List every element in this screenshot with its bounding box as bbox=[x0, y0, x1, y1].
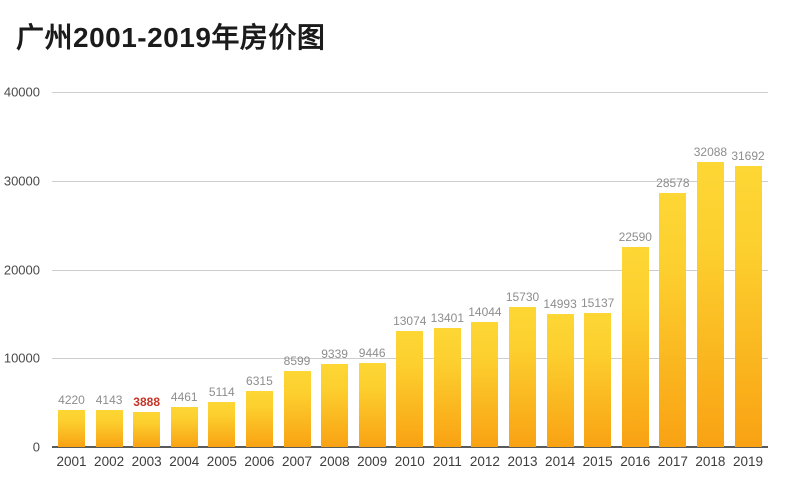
bar-2007 bbox=[283, 370, 311, 447]
x-axis-tick-label: 2008 bbox=[319, 454, 350, 469]
x-axis-tick-label: 2019 bbox=[732, 454, 764, 469]
y-axis-tick-label: 20000 bbox=[3, 262, 40, 277]
bar-2004 bbox=[170, 407, 198, 447]
bar-2003 bbox=[133, 412, 161, 447]
value-label: 13401 bbox=[430, 311, 465, 326]
bar-2013 bbox=[509, 307, 536, 447]
y-axis-tick-label: 40000 bbox=[3, 84, 40, 100]
bar-2001 bbox=[58, 409, 85, 447]
gridline bbox=[52, 269, 768, 271]
x-axis-tick-label: 2015 bbox=[582, 454, 613, 469]
x-axis-line bbox=[52, 446, 768, 448]
x-axis-tick-label: 2018 bbox=[695, 454, 726, 469]
bar-2009 bbox=[358, 363, 386, 447]
value-label: 5114 bbox=[208, 384, 235, 399]
value-label: 4220 bbox=[58, 392, 85, 407]
x-axis-tick-label: 2016 bbox=[620, 454, 651, 469]
bar-2014 bbox=[546, 313, 574, 447]
gridline bbox=[52, 180, 768, 182]
x-axis-tick-label: 2004 bbox=[169, 454, 200, 469]
bar-2010 bbox=[396, 330, 424, 447]
y-axis-tick-label: 30000 bbox=[3, 173, 40, 189]
x-axis-tick-label: 2014 bbox=[545, 454, 576, 469]
value-label: 31692 bbox=[731, 148, 765, 163]
x-axis-tick-label: 2017 bbox=[657, 454, 688, 469]
value-label: 22590 bbox=[618, 229, 652, 244]
value-label: 14993 bbox=[543, 296, 577, 311]
y-axis-tick-label: 10000 bbox=[3, 350, 40, 366]
value-label: 28578 bbox=[656, 176, 690, 191]
bar-2002 bbox=[95, 410, 123, 447]
gridline bbox=[52, 92, 768, 93]
bar-2016 bbox=[621, 246, 649, 447]
value-label: 9446 bbox=[358, 346, 386, 361]
bar-2017 bbox=[659, 193, 687, 447]
value-label: 9339 bbox=[321, 347, 348, 362]
y-axis-tick-label: 0 bbox=[32, 439, 40, 455]
x-axis-tick-label: 2012 bbox=[469, 454, 500, 469]
bar-2015 bbox=[584, 312, 612, 447]
value-label: 14044 bbox=[468, 305, 502, 320]
bar-2005 bbox=[208, 401, 236, 447]
x-axis-tick-label: 2011 bbox=[432, 454, 462, 469]
bar-2018 bbox=[696, 162, 724, 447]
value-label: 15730 bbox=[505, 290, 540, 305]
bar-2012 bbox=[471, 322, 499, 447]
chart-title: 广州2001-2019年房价图 bbox=[16, 22, 326, 53]
x-axis-tick-label: 2013 bbox=[507, 454, 538, 469]
x-axis-tick-label: 2005 bbox=[206, 454, 237, 469]
value-label: 15137 bbox=[580, 295, 615, 310]
bar-2019 bbox=[734, 165, 762, 447]
value-label-highlighted: 3888 bbox=[133, 395, 161, 410]
bar-2006 bbox=[245, 390, 273, 447]
x-axis-tick-label: 2003 bbox=[131, 454, 162, 469]
x-axis-tick-label: 2010 bbox=[394, 454, 425, 469]
value-label: 4461 bbox=[170, 390, 198, 405]
x-axis-tick-label: 2006 bbox=[244, 454, 275, 469]
x-axis-tick-label: 2007 bbox=[281, 454, 313, 469]
value-label: 32088 bbox=[693, 145, 728, 160]
value-label: 8599 bbox=[283, 353, 311, 368]
x-axis-tick-label: 2009 bbox=[357, 454, 388, 469]
value-label: 13074 bbox=[393, 313, 427, 328]
x-axis-tick-label: 2002 bbox=[94, 454, 125, 469]
value-label: 6315 bbox=[246, 373, 273, 388]
x-axis-tick-label: 2001 bbox=[56, 454, 87, 469]
bar-2008 bbox=[321, 364, 349, 447]
value-label: 4143 bbox=[95, 393, 123, 408]
bar-2011 bbox=[433, 328, 461, 447]
